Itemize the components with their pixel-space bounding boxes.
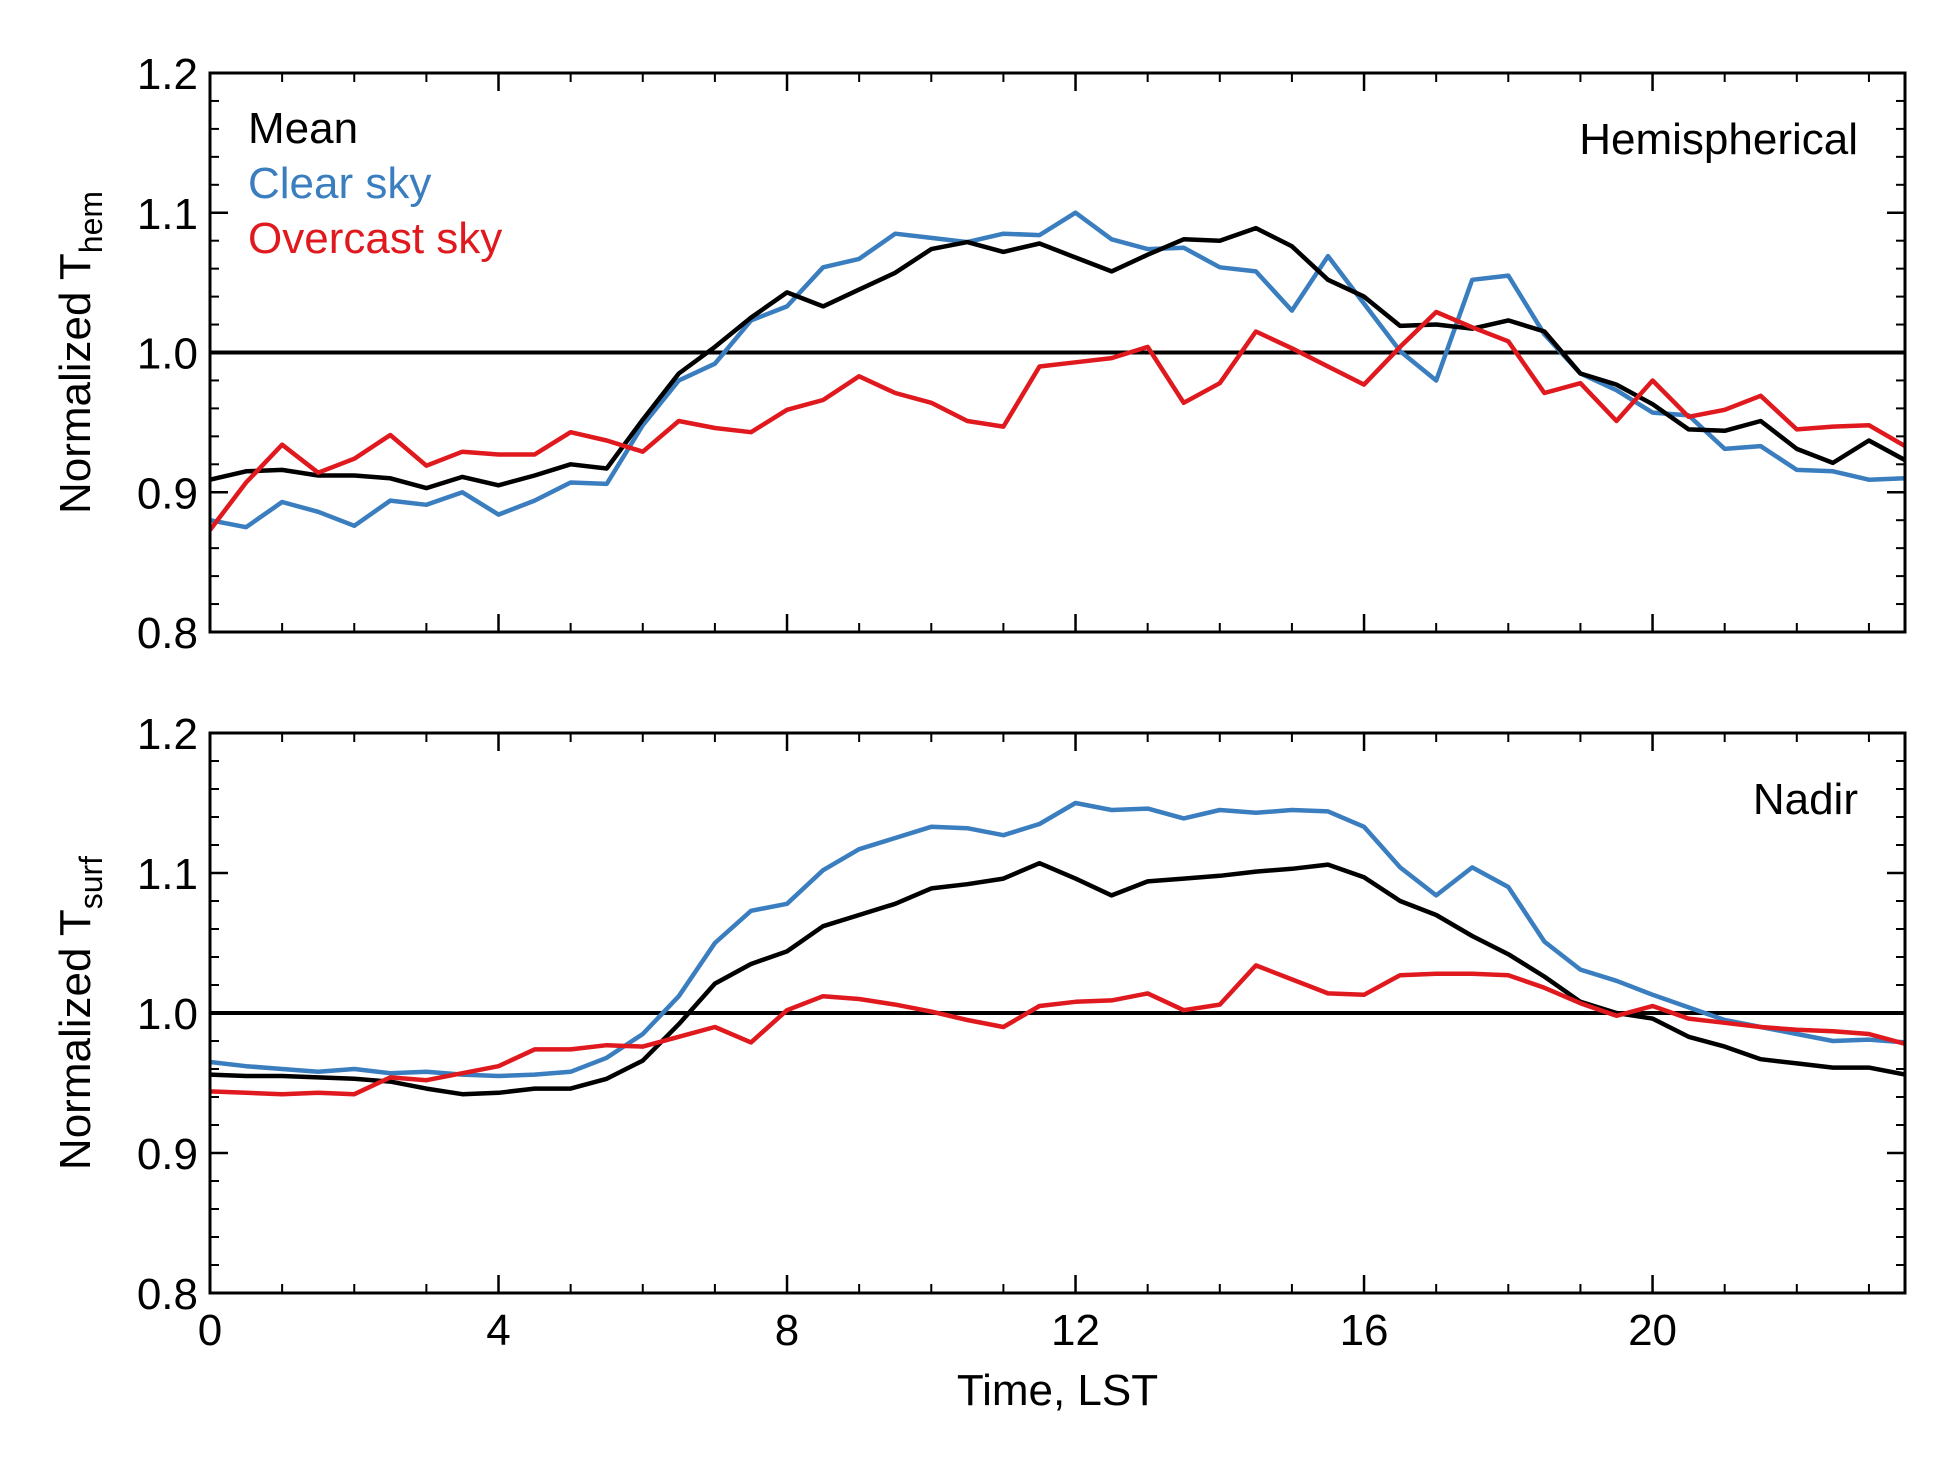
panel-label: Hemispherical: [1579, 115, 1858, 164]
y-axis-title: Normalized Tsurf: [51, 856, 109, 1170]
panel-2: 0.8 0.9 1.0 1.1 1.2 0 4 8 12 16 20 Nadir Normalized …: [51, 710, 1907, 1415]
series-line-clear: [210, 800, 1905, 1079]
plot-frame: [208, 731, 1907, 1295]
y-tick-label: 0.8: [137, 1270, 198, 1319]
x-tick-label: 0: [198, 1306, 222, 1355]
legend-entry-mean: Mean: [248, 104, 358, 153]
y-tick-label: 1.0: [137, 990, 198, 1039]
series-line-overcast: [210, 963, 1905, 1097]
y-tick-label: 1.2: [137, 50, 198, 99]
x-tick-label: 16: [1340, 1306, 1389, 1355]
y-tick-label: 1.1: [137, 190, 198, 239]
y-axis-title: Normalized Them: [51, 191, 109, 514]
series-line-mean: [210, 860, 1905, 1097]
y-axis-title-main: Normalized T: [51, 253, 100, 514]
x-tick-label: 8: [775, 1306, 799, 1355]
y-axis-title-subscript: surf: [73, 856, 109, 909]
y-tick-label: 0.8: [137, 609, 198, 658]
series-line-mean: [210, 225, 1905, 491]
y-tick-label: 0.9: [137, 1130, 198, 1179]
series-line-overcast: [210, 309, 1905, 532]
legend: Mean Clear sky Overcast sky: [248, 104, 502, 263]
y-tick-label: 1.2: [137, 710, 198, 759]
legend-entry-overcast: Overcast sky: [248, 214, 502, 263]
y-tick-label: 1.0: [137, 330, 198, 379]
panel-1: 0.8 0.9 1.0 1.1 1.2 Hemispherical Normalized T…: [51, 50, 1907, 658]
y-tick-label: 0.9: [137, 469, 198, 518]
y-axis-title-subscript: hem: [73, 191, 109, 253]
x-tick-label: 20: [1628, 1306, 1677, 1355]
legend-entry-clear: Clear sky: [248, 159, 431, 208]
x-tick-label: 4: [486, 1306, 510, 1355]
panel-label: Nadir: [1753, 775, 1858, 824]
plot-frame: [208, 71, 1907, 634]
x-axis-title: Time, LST: [957, 1366, 1158, 1415]
y-axis-title-main: Normalized T: [51, 909, 100, 1170]
y-tick-label: 1.1: [137, 850, 198, 899]
x-tick-label: 12: [1051, 1306, 1100, 1355]
series-line-clear: [210, 210, 1905, 530]
